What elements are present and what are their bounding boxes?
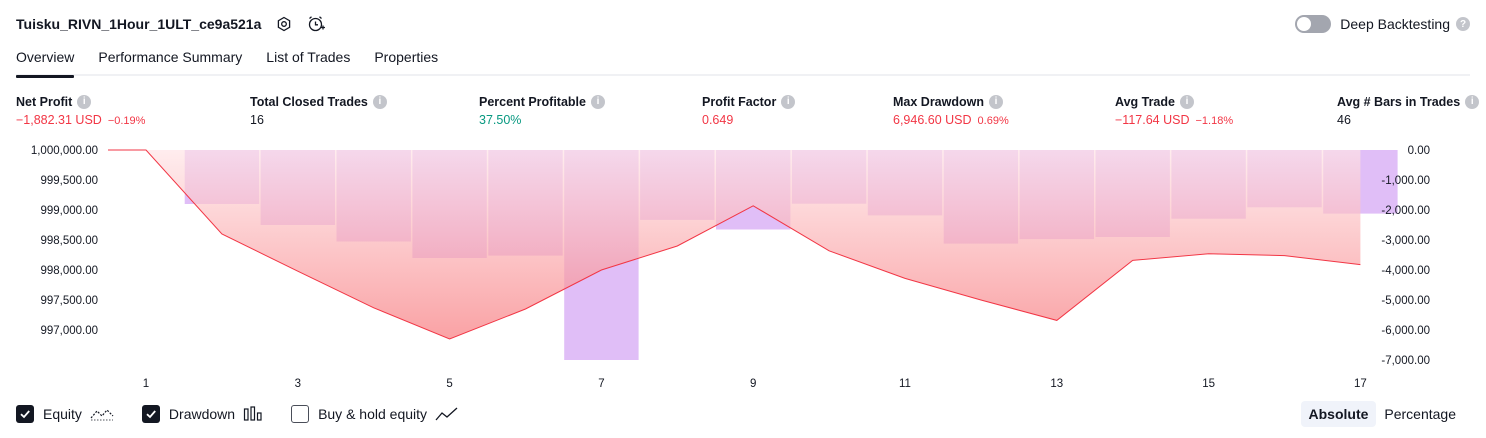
metric-value: −117.64 USD [1115, 113, 1190, 127]
metric-value: 16 [250, 113, 264, 127]
left-axis: 1,000,000.00 999,500.00 999,000.00 998,500.… [31, 145, 98, 337]
drawdown-checkbox[interactable] [141, 405, 160, 423]
legend-label: Equity [43, 406, 82, 422]
left-axis-tick-label: 1,000,000.00 [31, 145, 98, 157]
help-icon[interactable]: i [590, 94, 605, 109]
metric-value: 46 [1337, 113, 1351, 127]
help-icon[interactable]: ? [1456, 17, 1470, 31]
x-axis-tick-label: 11 [899, 378, 911, 390]
metric-label: Profit Factor [702, 94, 777, 109]
equity-checkbox[interactable] [16, 405, 34, 423]
metric-percent-profitable: Percent Profitable i 37.50% [479, 93, 605, 127]
x-axis-tick-label: 5 [446, 378, 452, 390]
legend-equity[interactable]: Equity [16, 405, 114, 423]
help-icon[interactable]: i [781, 94, 796, 109]
equity-series [108, 149, 1361, 340]
x-axis-tick-label: 13 [1050, 378, 1063, 390]
right-axis: 0.00 -1,000.00 -2,000.00 -3,000.00 -4,000.00… [1381, 145, 1430, 367]
metric-pct: 0.69% [977, 115, 1009, 127]
metric-value: 6,946.60 USD [893, 113, 972, 127]
metric-pct: −0.19% [107, 115, 146, 127]
metric-value: 0.649 [702, 113, 734, 127]
legend-label: Buy & hold equity [318, 406, 428, 422]
bar-chart-icon [243, 406, 263, 422]
line-chart-icon [90, 406, 114, 422]
deep-backtesting-label: Deep Backtesting [1340, 16, 1450, 32]
right-axis-tick-label: -6,000.00 [1381, 325, 1430, 337]
tab-overview[interactable]: Overview [16, 48, 75, 78]
x-axis: 1 3 5 7 9 11 13 15 17 [143, 378, 1367, 390]
metric-label: Avg Trade [1115, 94, 1175, 109]
right-axis-tick-label: -1,000.00 [1381, 175, 1430, 187]
help-icon[interactable]: i [1179, 94, 1194, 109]
metric-label: Avg # Bars in Trades [1337, 94, 1461, 109]
equity-drawdown-chart[interactable]: 1,000,000.00 999,500.00 999,000.00 998,500.… [0, 138, 1486, 400]
buy-hold-checkbox[interactable] [291, 405, 310, 423]
left-axis-tick-label: 999,000.00 [40, 205, 98, 217]
help-icon[interactable]: i [372, 94, 387, 109]
metric-avg-bars: Avg # Bars in Trades i 46 [1337, 93, 1480, 127]
x-axis-tick-label: 9 [750, 378, 756, 390]
help-icon[interactable]: i [989, 94, 1003, 109]
metric-label: Percent Profitable [479, 94, 586, 109]
left-axis-tick-label: 997,000.00 [40, 325, 98, 337]
left-axis-tick-label: 997,500.00 [40, 295, 98, 307]
gear-icon[interactable] [275, 15, 293, 33]
help-icon[interactable]: i [77, 94, 92, 109]
x-axis-tick-label: 1 [143, 378, 149, 390]
left-axis-tick-label: 999,500.00 [40, 175, 98, 187]
equity-area [146, 150, 1361, 339]
tab-list-of-trades[interactable]: List of Trades [266, 49, 351, 65]
metric-value: −1,882.31 USD [16, 113, 102, 127]
x-axis-tick-label: 3 [295, 378, 301, 390]
metric-label: Max Drawdown [893, 94, 984, 109]
legend-buy-hold-equity[interactable]: Buy & hold equity [291, 405, 459, 423]
absolute-button[interactable]: Absolute [1300, 401, 1377, 427]
right-axis-tick-label: 0.00 [1408, 145, 1430, 157]
tab-bar: Overview Performance Summary List of Tra… [16, 48, 1470, 78]
right-axis-tick-label: -3,000.00 [1381, 235, 1430, 247]
strategy-title: Tuisku_RIVN_1Hour_1ULT_ce9a521a [16, 16, 262, 32]
x-axis-tick-label: 15 [1202, 378, 1215, 390]
right-axis-tick-label: -4,000.00 [1381, 265, 1430, 277]
equity-line [108, 149, 1361, 340]
metric-avg-trade: Avg Trade i −117.64 USD −1.18% [1115, 93, 1233, 127]
deep-backtesting: Deep Backtesting ? [1295, 13, 1470, 35]
chart-legend: Equity Drawdown Buy & hold equity [16, 403, 487, 425]
right-axis-tick-label: -2,000.00 [1381, 205, 1430, 217]
left-axis-tick-label: 998,500.00 [40, 235, 98, 247]
metric-label: Net Profit [16, 94, 73, 109]
metric-pct: −1.18% [1195, 115, 1234, 127]
metric-value: 37.50% [479, 113, 522, 127]
value-mode-switch: Absolute Percentage [1300, 401, 1465, 427]
help-icon[interactable]: i [1465, 94, 1480, 109]
metric-max-drawdown: Max Drawdown i 6,946.60 USD 0.69% [893, 93, 1009, 127]
x-axis-tick-label: 17 [1354, 378, 1367, 390]
metric-net-profit: Net Profit i −1,882.31 USD −0.19% [16, 93, 145, 127]
legend-label: Drawdown [168, 406, 236, 422]
x-axis-tick-label: 7 [598, 378, 604, 390]
legend-drawdown[interactable]: Drawdown [141, 405, 263, 423]
deep-backtesting-toggle[interactable] [1295, 15, 1332, 33]
tab-performance-summary[interactable]: Performance Summary [98, 49, 243, 65]
right-axis-tick-label: -7,000.00 [1381, 355, 1430, 367]
line-chart-icon [435, 406, 459, 422]
metric-total-closed-trades: Total Closed Trades i 16 [250, 93, 387, 127]
add-alert-icon[interactable] [307, 15, 326, 33]
toggle-knob [1297, 17, 1312, 31]
right-axis-tick-label: -5,000.00 [1381, 295, 1430, 307]
left-axis-tick-label: 998,000.00 [40, 265, 98, 277]
strategy-header: Tuisku_RIVN_1Hour_1ULT_ce9a521a [16, 13, 326, 35]
tab-properties[interactable]: Properties [374, 49, 439, 65]
metric-label: Total Closed Trades [250, 94, 368, 109]
percentage-button[interactable]: Percentage [1384, 406, 1456, 422]
metric-profit-factor: Profit Factor i 0.649 [702, 93, 796, 127]
